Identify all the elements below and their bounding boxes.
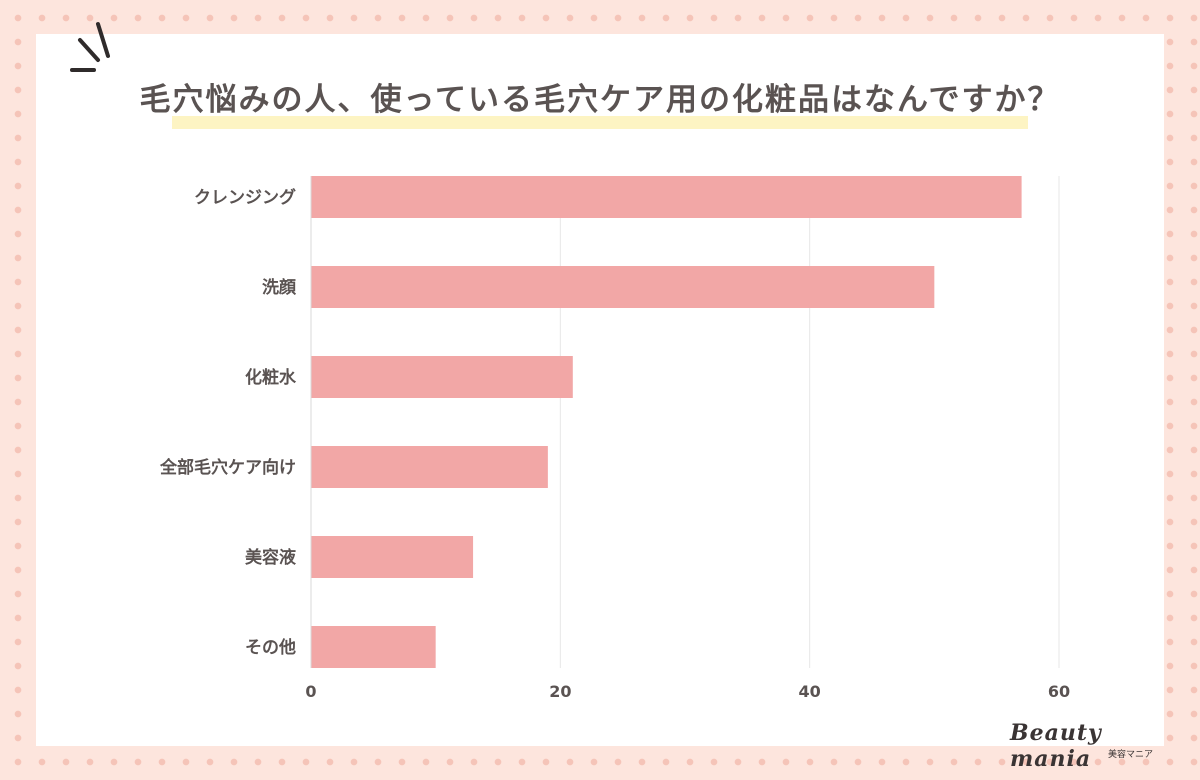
bar [311,356,573,398]
category-label: 洗顔 [262,277,297,298]
category-label: 化粧水 [245,367,297,388]
logo-sub-text: 美容マニア [1108,750,1154,760]
x-tick-label: 60 [1048,682,1070,701]
x-tick-label: 0 [305,682,316,701]
sparkle-icon [70,22,110,72]
chart-card [36,34,1164,746]
category-label: クレンジング [194,187,296,208]
bar [311,536,474,578]
x-tick-label: 40 [799,682,821,701]
category-label: 美容液 [245,547,296,568]
bar [311,176,1022,218]
title-highlight [172,116,1028,129]
bar [311,266,935,308]
bar [311,446,548,488]
x-tick-label: 20 [549,682,571,701]
category-label: その他 [245,637,296,658]
logo-main-text: Beauty mania [1010,720,1102,772]
brand-logo: Beauty mania 美容マニア [1010,720,1180,772]
category-label: 全部毛穴ケア向け [159,457,296,478]
bar [311,626,436,668]
chart-title: 毛穴悩みの人、使っている毛穴ケア用の化粧品はなんですか？ [139,82,1061,118]
